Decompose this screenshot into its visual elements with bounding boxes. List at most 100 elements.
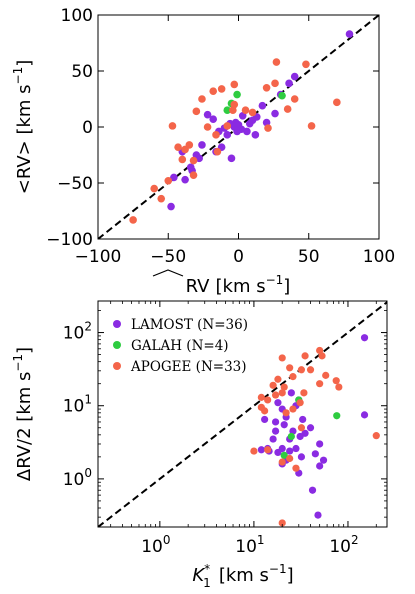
top-x-label-hat: RV	[186, 276, 211, 297]
bottom-axis-ticks: 100 101 102 100 101 102	[63, 301, 387, 557]
bottom-point-s2-19	[286, 454, 294, 463]
top-point-s1-2	[278, 91, 286, 100]
bottom-y-label-close: ]	[14, 347, 35, 354]
top-xtick-label-3: 50	[298, 247, 320, 267]
top-point-s0-0	[345, 30, 354, 38]
bottom-point-s0-20	[306, 424, 315, 432]
bottom-point-s0-26	[271, 427, 280, 435]
top-y-label: <RV> [km s−1]	[11, 60, 35, 195]
bottom-point-s0-8	[269, 435, 277, 443]
top-point-s1-0	[233, 90, 241, 99]
bottom-x-label-sub: 1	[203, 576, 211, 590]
top-point-s0-31	[233, 127, 241, 136]
bottom-point-s2-32	[372, 432, 380, 440]
bottom-x-label-close: ]	[287, 565, 294, 586]
bottom-point-s2-11	[264, 396, 272, 404]
bottom-point-s2-0	[316, 346, 324, 355]
top-point-s2-14	[164, 176, 173, 185]
bottom-x-label: K* 1 [km s−1]	[192, 562, 293, 590]
bottom-point-s2-2	[301, 352, 309, 360]
top-ytick-label-4: 100	[61, 6, 93, 26]
top-point-s2-11	[178, 155, 187, 164]
top-x-label-close: ]	[283, 276, 290, 297]
bottom-point-s2-18	[278, 519, 286, 527]
bottom-point-s1-2	[280, 451, 288, 459]
legend-label-lamost: LAMOST (N=36)	[131, 317, 248, 333]
bottom-point-s0-0	[360, 334, 369, 342]
legend-marker-lamost	[113, 320, 121, 328]
bottom-point-s2-16	[264, 446, 272, 454]
top-point-s2-23	[264, 124, 272, 132]
bottom-point-s0-27	[261, 415, 269, 424]
bottom-point-s2-21	[289, 405, 297, 413]
bottom-x-label-unit: [km s	[219, 565, 269, 586]
top-point-s0-3	[258, 101, 267, 110]
bottom-point-s0-2	[316, 462, 324, 470]
legend: LAMOST (N=36) GALAH (N=4) APOGEE (N=33)	[113, 317, 248, 375]
top-point-s2-16	[129, 216, 137, 224]
bottom-point-s2-14	[257, 403, 265, 411]
bottom-point-s2-3	[278, 354, 286, 362]
bottom-x-label-main: K	[192, 565, 205, 586]
top-point-s2-3	[262, 84, 271, 92]
bottom-point-s1-0	[333, 412, 341, 420]
top-point-s2-17	[185, 141, 194, 149]
bottom-point-s0-3	[314, 511, 322, 519]
top-point-s0-32	[245, 119, 254, 128]
legend-marker-galah	[113, 341, 121, 349]
top-ytick-label-0: −100	[46, 230, 93, 250]
bottom-point-s0-19	[301, 429, 309, 437]
bottom-point-s0-29	[280, 421, 288, 429]
bottom-point-s2-4	[286, 364, 294, 372]
bottom-point-s0-21	[311, 450, 319, 458]
bottom-point-s0-25	[287, 389, 295, 397]
top-point-s2-13	[150, 184, 158, 193]
top-point-s2-27	[203, 123, 212, 131]
bottom-point-s2-15	[250, 447, 258, 455]
bottom-point-s2-31	[335, 383, 343, 391]
top-xtick-label-0: −100	[75, 247, 122, 267]
bottom-point-s0-11	[274, 448, 282, 457]
top-point-s2-12	[189, 156, 198, 165]
top-point-s2-20	[223, 122, 232, 130]
top-x-label: RV [km s−1]	[186, 273, 291, 297]
top-point-s2-28	[229, 106, 237, 114]
bottom-point-s2-25	[300, 389, 308, 397]
bottom-point-s2-27	[306, 366, 315, 374]
bottom-point-s2-30	[332, 377, 340, 385]
bottom-scatter-points	[250, 334, 380, 527]
bottom-xtick-label-2: 102	[329, 533, 358, 557]
top-point-s1-1	[223, 106, 232, 114]
bottom-point-s2-1	[318, 352, 326, 360]
top-point-s0-21	[167, 202, 175, 211]
top-xtick-label-1: −50	[150, 247, 186, 267]
top-point-s2-18	[189, 171, 198, 179]
top-point-s2-30	[212, 131, 220, 139]
top-y-label-close: ]	[14, 60, 35, 67]
bottom-point-s2-7	[269, 381, 277, 389]
top-point-s0-29	[238, 112, 247, 120]
bottom-y-label-main: ΔRV/2 [km s	[14, 372, 35, 481]
top-point-s2-24	[290, 95, 299, 103]
top-point-s2-2	[271, 79, 279, 88]
bottom-y-label: ΔRV/2 [km s−1]	[11, 347, 35, 481]
bottom-ytick-label-2: 102	[63, 320, 92, 344]
top-point-s2-6	[209, 87, 218, 95]
bottom-point-s2-26	[297, 366, 306, 374]
top-x-label-exp: −1	[266, 273, 284, 287]
bottom-point-s2-5	[289, 373, 297, 381]
bottom-ytick-label-0: 100	[63, 466, 92, 490]
top-point-s0-16	[198, 141, 206, 149]
top-ytick-label-2: 0	[82, 118, 93, 138]
top-point-s2-1	[302, 60, 310, 69]
bottom-ytick-label-1: 101	[63, 393, 92, 417]
top-point-s0-9	[231, 118, 240, 127]
top-point-s0-2	[285, 79, 293, 88]
bottom-point-s2-24	[296, 399, 304, 407]
top-point-s2-25	[307, 122, 316, 130]
top-xtick-label-2: 0	[233, 247, 244, 267]
legend-label-galah: GALAH (N=4)	[131, 338, 229, 354]
bottom-point-s2-8	[280, 383, 288, 391]
